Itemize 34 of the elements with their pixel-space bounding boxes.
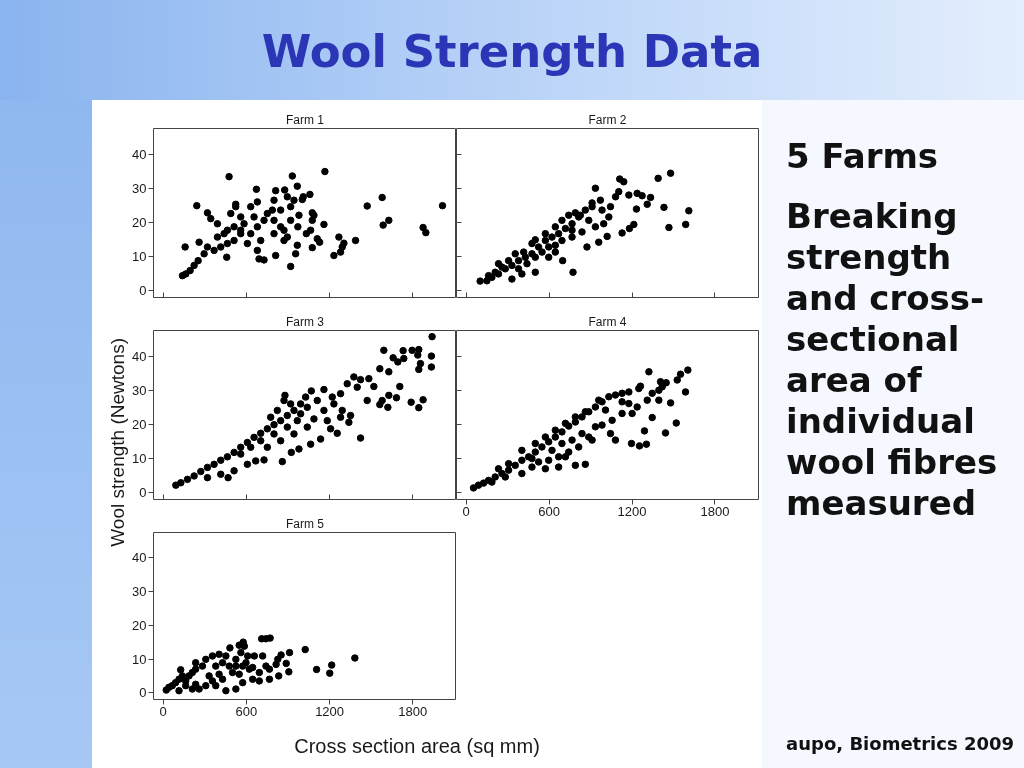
y-tick-label: 10 <box>132 249 147 265</box>
y-tick-label: 20 <box>132 214 147 230</box>
x-tick-label: 600 <box>235 703 258 719</box>
y-tick-label: 40 <box>132 146 147 162</box>
y-tick-label: 30 <box>132 382 147 398</box>
y-tick-label: 20 <box>132 617 147 633</box>
x-tick-label: 1200 <box>315 703 345 719</box>
y-tick-label: 10 <box>132 651 147 667</box>
x-tick-label: 0 <box>462 503 470 519</box>
text: Wool Strength Data <box>0 0 1024 100</box>
text: Breaking strength and cross-sectional area of individual wool fibres measured <box>786 196 999 524</box>
chart-title: Farm 2 <box>588 112 627 127</box>
text: 5 Farms <box>786 136 940 177</box>
chart-title: Farm 1 <box>286 112 325 127</box>
y-tick-label: 10 <box>132 451 147 467</box>
chart-title: Farm 5 <box>286 516 325 531</box>
y-tick-label: 30 <box>132 584 147 600</box>
y-tick-label: 30 <box>132 180 147 196</box>
y-tick-label: 0 <box>139 485 147 501</box>
x-axis-title: Cross section area (sq mm) <box>293 733 541 759</box>
x-tick-label: 1200 <box>617 503 647 519</box>
text: aupo, Biometrics 2009 <box>785 732 1015 757</box>
y-axis-title: Wool strength (Newtons) <box>105 337 129 547</box>
x-tick-label: 600 <box>538 503 560 519</box>
x-tick-label: 0 <box>159 703 167 719</box>
y-tick-label: 0 <box>139 283 147 299</box>
y-tick-label: 40 <box>132 348 147 364</box>
chart-title: Farm 4 <box>588 314 627 329</box>
x-tick-label: 1800 <box>700 503 730 519</box>
y-tick-label: 0 <box>139 685 147 701</box>
y-tick-label: 40 <box>132 550 147 566</box>
y-tick-label: 20 <box>132 416 147 432</box>
x-tick-label: 1800 <box>398 703 428 719</box>
chart-title: Farm 3 <box>286 314 325 329</box>
